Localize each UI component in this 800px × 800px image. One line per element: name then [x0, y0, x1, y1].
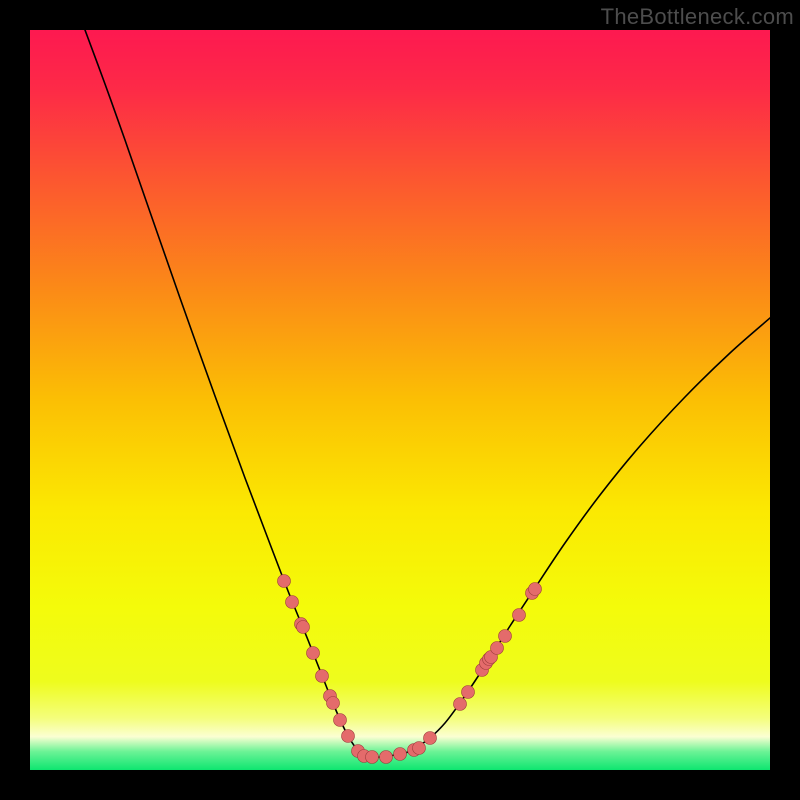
plot-area [30, 30, 770, 770]
curve-marker [491, 642, 504, 655]
bottleneck-chart [30, 30, 770, 770]
curve-marker [278, 575, 291, 588]
curve-marker [307, 647, 320, 660]
curve-marker [297, 621, 310, 634]
outer-frame: TheBottleneck.com [0, 0, 800, 800]
curve-marker [424, 732, 437, 745]
gradient-background [30, 30, 770, 770]
curve-marker [342, 730, 355, 743]
curve-marker [513, 609, 526, 622]
curve-marker [394, 748, 407, 761]
curve-marker [286, 596, 299, 609]
curve-marker [380, 751, 393, 764]
curve-marker [454, 698, 467, 711]
curve-marker [334, 714, 347, 727]
curve-marker [366, 751, 379, 764]
curve-marker [462, 686, 475, 699]
curve-marker [327, 697, 340, 710]
curve-marker [529, 583, 542, 596]
curve-marker [413, 742, 426, 755]
watermark-text: TheBottleneck.com [601, 4, 794, 30]
curve-marker [316, 670, 329, 683]
curve-marker [499, 630, 512, 643]
